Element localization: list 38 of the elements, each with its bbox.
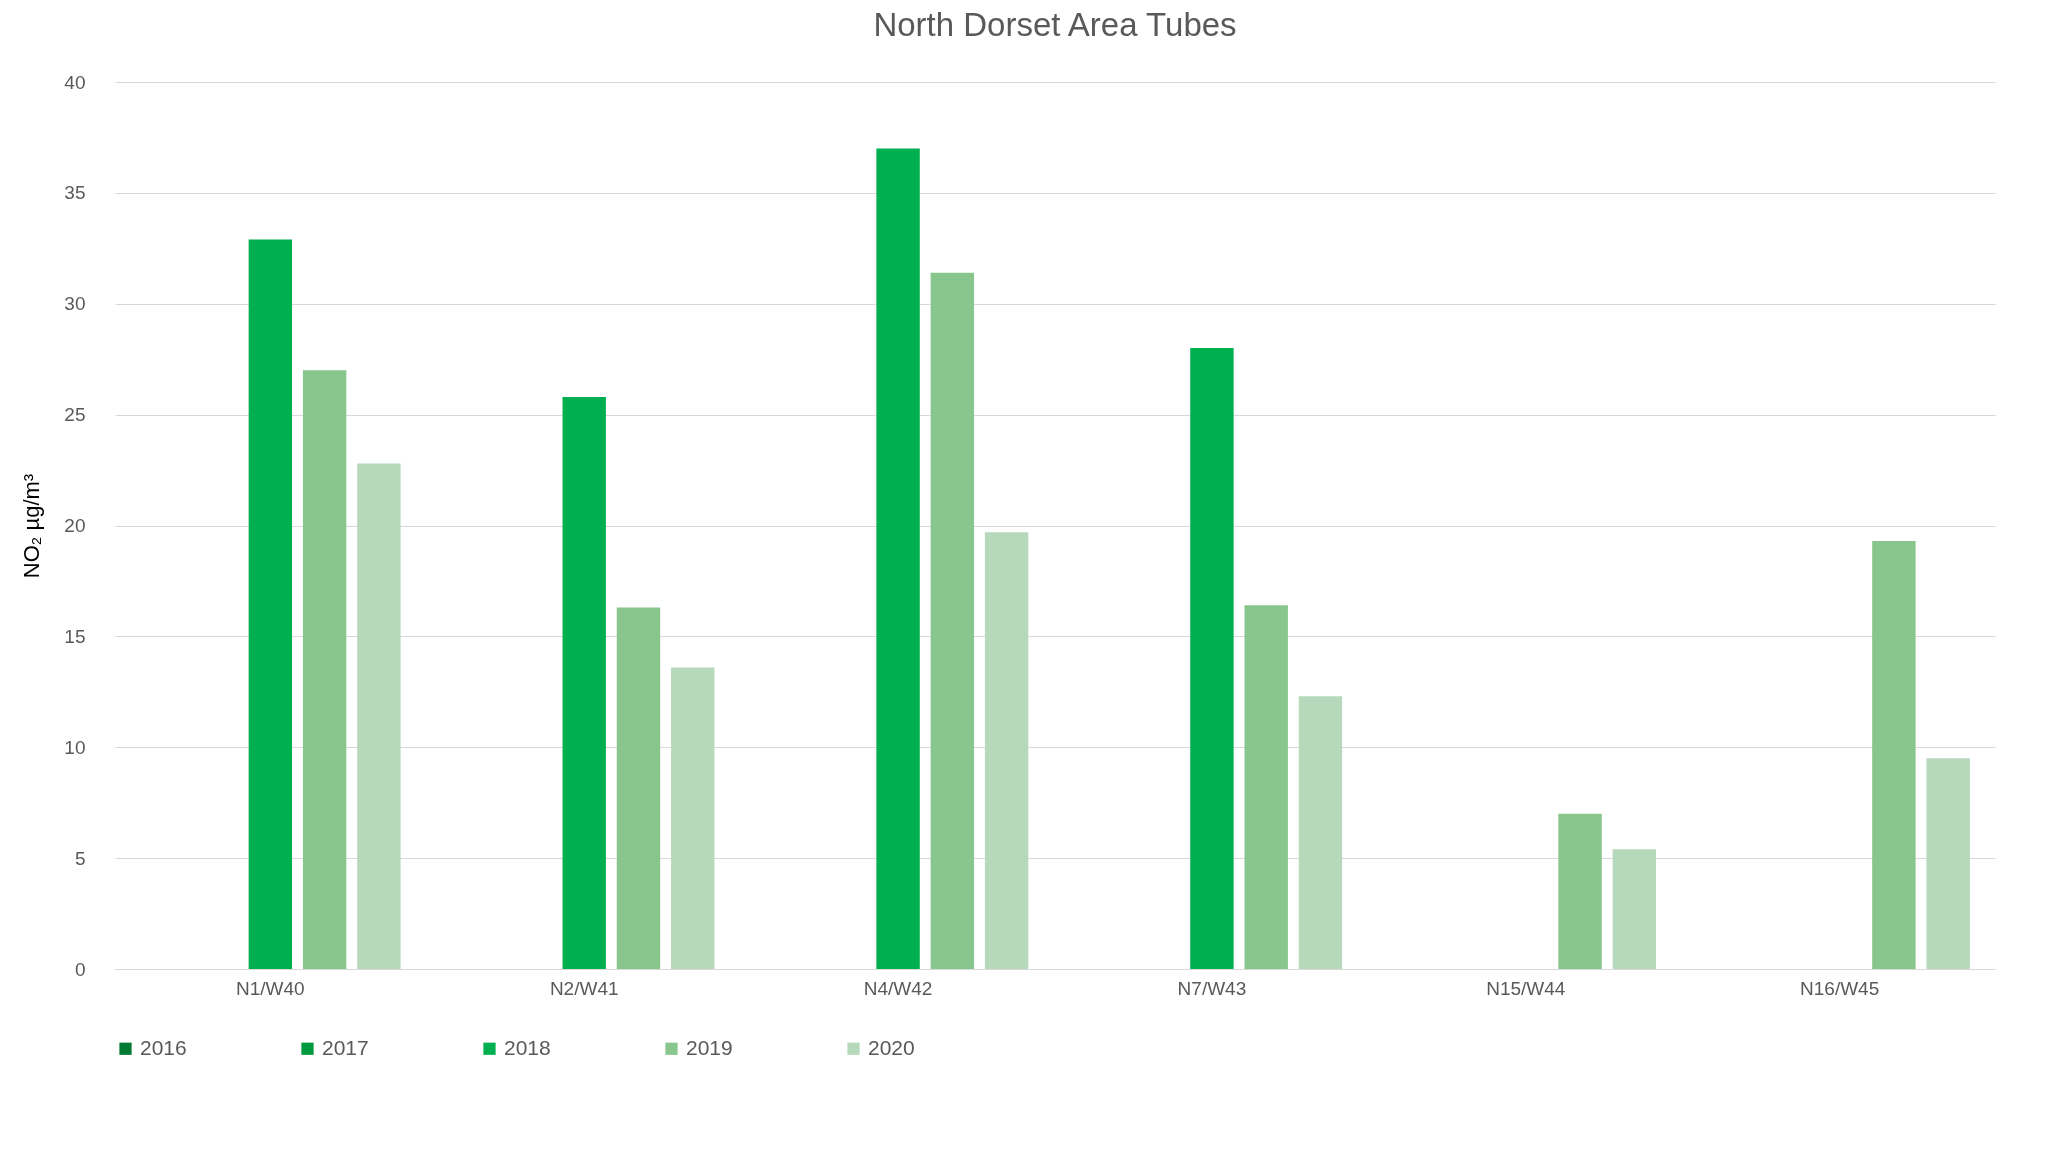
legend-label: 2017 (322, 1035, 369, 1059)
y-tick-label: 35 (64, 182, 86, 204)
bar (616, 607, 661, 969)
bar (357, 463, 401, 969)
bar (1612, 849, 1657, 969)
bar (1298, 696, 1343, 969)
bar (562, 396, 606, 969)
chart-title: North Dorset Area Tubes (873, 6, 1237, 43)
y-tick-label: 0 (74, 958, 86, 980)
y-axis-title: NO₂ µg/m³ (19, 473, 45, 579)
x-tick-label: N1/W40 (236, 977, 305, 999)
y-tick-label: 40 (64, 71, 86, 93)
y-tick-label: 30 (64, 293, 86, 315)
y-tick-label: 20 (64, 515, 86, 536)
y-tick-label: 5 (74, 847, 86, 869)
bar (984, 532, 1029, 969)
legend-label: 2016 (140, 1035, 187, 1059)
bar (930, 272, 975, 969)
bar (876, 148, 920, 969)
x-tick-label: N15/W44 (1486, 977, 1566, 999)
bar (1926, 758, 1970, 969)
bar (1244, 605, 1288, 969)
y-tick-label: 15 (64, 625, 86, 647)
legend-label: 2018 (504, 1035, 551, 1059)
y-tick-label: 10 (64, 736, 86, 758)
bar (1872, 541, 1916, 969)
x-tick-label: N4/W42 (863, 977, 933, 999)
bar (302, 370, 347, 969)
bar (248, 239, 293, 969)
y-tick-label: 25 (64, 404, 86, 426)
bar (1190, 348, 1234, 969)
x-tick-label: N16/W45 (1800, 977, 1880, 999)
bar (1558, 813, 1602, 969)
bar (671, 667, 715, 969)
legend-label: 2019 (686, 1035, 733, 1059)
x-tick-label: N7/W43 (1177, 977, 1247, 999)
legend-label: 2020 (868, 1035, 915, 1059)
x-tick-label: N2/W41 (549, 977, 619, 999)
